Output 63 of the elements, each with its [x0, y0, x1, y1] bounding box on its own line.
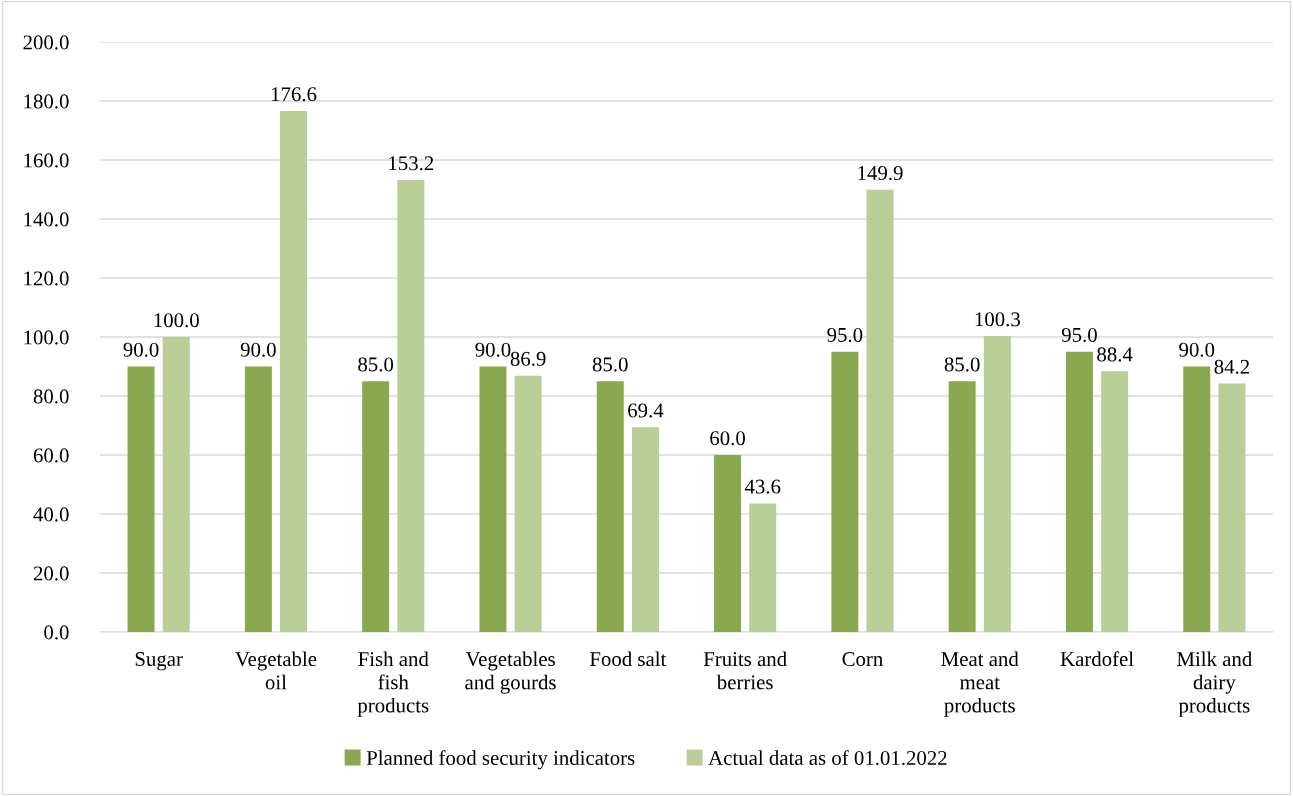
y-tick-label: 80.0	[33, 389, 69, 404]
data-label: 90.0	[240, 342, 276, 357]
data-label: 84.2	[1214, 359, 1250, 374]
legend-label: Planned food security indicators	[366, 750, 635, 770]
bar	[1218, 383, 1246, 632]
legend-label: Actual data as of 01.01.2022	[708, 750, 947, 766]
bar	[714, 455, 742, 632]
data-label: 100.0	[154, 313, 199, 328]
y-tick-label: 200.0	[23, 35, 69, 50]
bar	[280, 111, 308, 632]
data-label: 149.9	[858, 166, 903, 181]
bar	[1065, 351, 1093, 632]
bar	[866, 189, 894, 632]
bar	[1183, 366, 1211, 632]
bar	[596, 381, 624, 632]
data-label: 100.3	[975, 312, 1020, 327]
bar	[479, 366, 507, 632]
y-tick-label: 20.0	[33, 566, 69, 581]
x-tick-label: Fish and fish products	[357, 651, 429, 717]
data-label: 69.4	[628, 403, 664, 418]
y-tick-label: 140.0	[24, 212, 69, 227]
y-tick-label: 60.0	[33, 448, 69, 463]
data-label: 60.0	[710, 431, 745, 446]
bar	[831, 351, 859, 632]
bar	[948, 381, 976, 632]
y-tick-label: 40.0	[33, 507, 69, 522]
bar	[631, 427, 659, 632]
x-tick-label: Meat and meat products	[941, 651, 1019, 717]
data-label: 90.0	[475, 342, 511, 357]
data-label: 95.0	[827, 327, 863, 343]
data-label: 90.0	[123, 342, 159, 357]
bar	[162, 337, 190, 632]
x-tick-label: Vegetable oil	[235, 651, 317, 690]
x-tick-label: Food salt	[589, 651, 667, 667]
data-label: 88.4	[1097, 347, 1133, 362]
bar	[514, 375, 542, 632]
x-tick-label: Fruits and berries	[703, 651, 787, 690]
x-tick-label: Sugar	[135, 652, 183, 671]
bar	[983, 336, 1011, 632]
data-label: 153.2	[389, 156, 434, 171]
data-label: 85.0	[592, 357, 628, 372]
data-label: 85.0	[358, 357, 394, 372]
bar	[244, 366, 272, 632]
bar	[127, 366, 155, 632]
bar	[397, 180, 425, 632]
bar	[749, 503, 777, 632]
data-label: 95.0	[1061, 327, 1097, 343]
bar	[362, 381, 390, 632]
x-tick-label: Vegetables and gourds	[465, 651, 556, 694]
y-tick-label: 100.0	[24, 330, 69, 345]
bar	[1101, 371, 1129, 632]
x-tick-label: Kardofel	[1060, 651, 1134, 667]
data-label: 43.6	[744, 479, 781, 494]
x-tick-label: Milk and dairy products	[1177, 651, 1252, 717]
x-tick-label: Corn	[842, 652, 883, 667]
y-tick-label: 160.0	[24, 153, 69, 168]
y-tick-label: 180.0	[24, 94, 69, 109]
data-label: 85.0	[944, 357, 980, 372]
data-label: 90.0	[1179, 342, 1215, 357]
y-tick-label: 120.0	[24, 271, 69, 286]
data-label: 86.9	[510, 351, 546, 366]
data-label: 176.6	[271, 87, 317, 102]
y-tick-label: 0.0	[44, 625, 69, 640]
